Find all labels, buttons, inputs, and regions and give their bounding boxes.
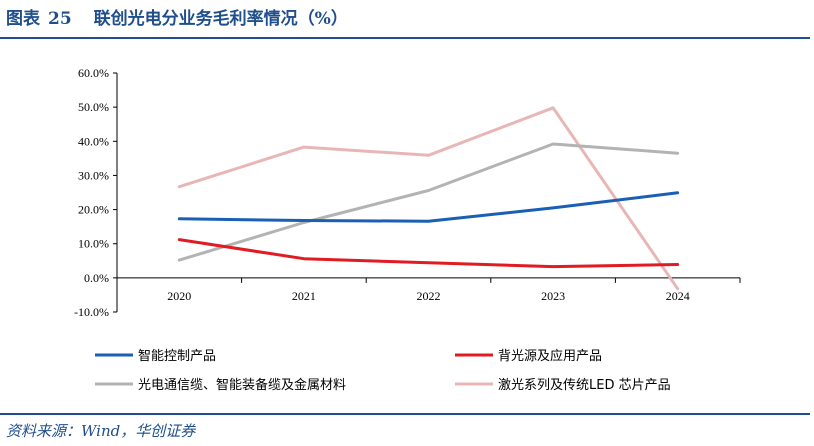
legend-label: 智能控制产品 [138, 349, 216, 364]
x-tick-label: 2024 [666, 289, 690, 303]
y-tick-label: 60.0% [78, 66, 109, 80]
y-tick-label: 20.0% [78, 203, 109, 217]
series-line-2 [177, 238, 680, 269]
y-tick-label: 30.0% [78, 168, 109, 182]
x-tick-label: 2023 [541, 289, 565, 303]
x-tick-label: 2022 [417, 289, 441, 303]
series-line-4 [177, 106, 680, 291]
legend-label: 光电通信缆、智能装备缆及金属材料 [138, 377, 346, 393]
y-tick-label: -10.0% [74, 305, 109, 319]
y-tick-label: 0.0% [84, 271, 109, 285]
legend-label: 激光系列及传统LED 芯片产品 [498, 378, 671, 393]
bottom-divider [0, 413, 810, 415]
y-tick-label: 40.0% [78, 134, 109, 148]
figure-title-text: 联创光电分业务毛利率情况（%） [93, 9, 348, 29]
figure-label: 图表 [6, 9, 40, 29]
y-tick-label: 50.0% [78, 100, 109, 114]
figure-title: 图表 25 联创光电分业务毛利率情况（%） [6, 4, 348, 29]
top-divider [0, 37, 810, 39]
x-tick-label: 2021 [292, 289, 316, 303]
x-tick-label: 2020 [167, 289, 191, 303]
series-line-3 [177, 142, 680, 262]
legend-label: 背光源及应用产品 [498, 348, 602, 364]
source-note: 资料来源：Wind，华创证券 [6, 422, 196, 440]
series-line-1 [177, 191, 680, 223]
figure-number: 25 [48, 9, 72, 29]
y-tick-label: 10.0% [78, 237, 109, 251]
